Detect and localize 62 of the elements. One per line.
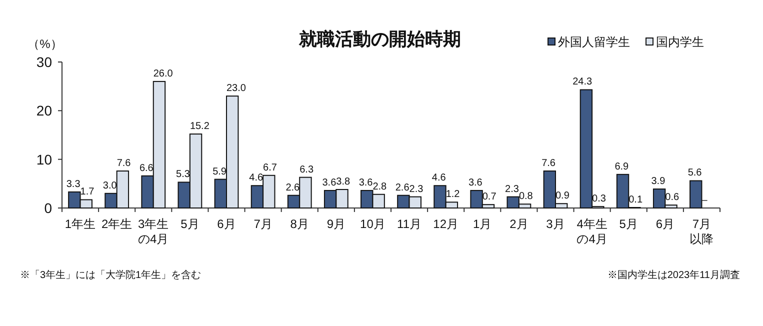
data-label: 5.3 (176, 169, 190, 180)
x-tick-label: 1年生 (64, 217, 96, 231)
data-label: 0.6 (665, 192, 680, 204)
data-label: 0.1 (628, 194, 643, 206)
x-tick-label: 7月 (254, 217, 272, 231)
data-label: 3.9 (651, 176, 666, 188)
chart-title: 就職活動の開始時期 (298, 29, 461, 49)
data-label: 7.6 (542, 158, 556, 170)
y-tick-label: 0 (44, 200, 52, 216)
x-tick-label: 10月 (360, 217, 386, 231)
y-tick-label: 10 (36, 151, 52, 168)
y-tick-label: 30 (36, 54, 52, 70)
x-tick-label: 2年生 (101, 217, 132, 231)
data-label: 0.9 (556, 190, 570, 202)
legend-label: 国内学生 (656, 35, 704, 49)
data-label: 6.6 (139, 162, 154, 174)
bar (690, 180, 702, 208)
data-label: 4.6 (432, 172, 446, 184)
x-tick-label: 5月 (180, 217, 200, 231)
x-tick-label: 3年生の4月 (138, 217, 169, 246)
x-tick-label: 1月 (473, 217, 492, 231)
data-label: 23.0 (226, 83, 246, 94)
x-tick-label: 11月 (397, 217, 422, 231)
text: ※「3年生」には「大学院1年生」を含む (20, 269, 202, 281)
x-tick-label: 8月 (290, 217, 309, 231)
data-label: 3.0 (102, 180, 118, 192)
data-label: 5.9 (212, 166, 227, 178)
x-tick-label: 12月 (433, 217, 459, 231)
data-label: 2.8 (372, 181, 388, 192)
data-label: 24.3 (572, 76, 592, 88)
data-label: 7.6 (116, 158, 132, 170)
data-label: 6.9 (614, 161, 630, 172)
legend-label: 外国人留学生 (558, 35, 630, 49)
data-label: 3.6 (358, 177, 374, 188)
data-label: 3.3 (66, 178, 81, 190)
data-label: 3.6 (468, 177, 483, 188)
data-label: 3.8 (336, 176, 351, 188)
data-label: 1.2 (446, 189, 460, 200)
text: ※国内学生は2023年11月調査 (607, 269, 740, 281)
data-label: 3.6 (322, 177, 337, 188)
data-label: 2.3 (505, 184, 520, 195)
data-label: 2.6 (395, 182, 410, 194)
data-label: 6.3 (300, 164, 314, 176)
x-tick-label: 4年生の4月 (576, 217, 608, 246)
y-axis-title: （%） (28, 37, 62, 51)
x-tick-label: 9月 (326, 217, 346, 231)
x-tick-label: 7月以降 (690, 217, 714, 246)
x-tick-label: 3月 (546, 217, 565, 231)
data-label: 0.3 (592, 194, 606, 205)
x-tick-label: 5月 (619, 217, 638, 231)
data-label: 2.3 (409, 184, 424, 195)
data-label: 15.2 (190, 121, 210, 132)
y-tick-label: 20 (36, 102, 52, 119)
data-label: 0.8 (518, 191, 534, 202)
x-tick-label: 2月 (510, 217, 528, 231)
x-tick-label: 6月 (217, 217, 236, 231)
text: – (702, 195, 708, 206)
x-tick-label: 6月 (656, 217, 675, 231)
data-label: 1.7 (80, 186, 95, 198)
data-label: 26.0 (153, 68, 174, 80)
data-label: 6.7 (263, 162, 278, 174)
data-label: 5.6 (688, 168, 702, 179)
